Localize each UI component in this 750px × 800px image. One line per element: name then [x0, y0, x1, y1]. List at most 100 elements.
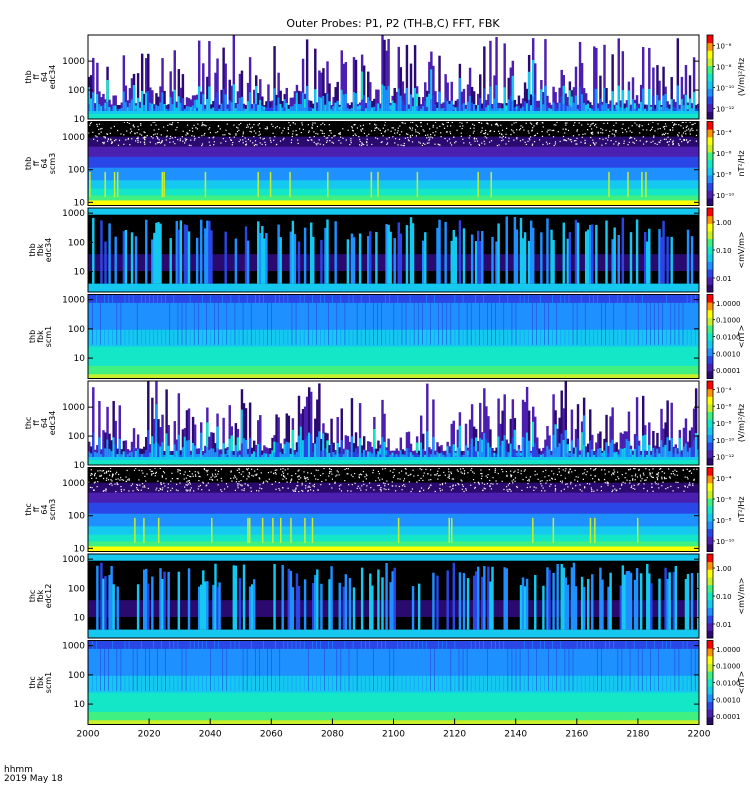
panel-frame	[87, 380, 700, 466]
y-tick-label: 1000	[62, 57, 85, 67]
colorbar-tick-label: 10⁻⁶	[716, 150, 732, 158]
y-axis-label: thcff64scm3	[24, 499, 57, 520]
colorbar-label: <mV/m>	[737, 577, 746, 614]
panel-frame	[87, 207, 700, 293]
colorbar-tick-label: 10⁻⁶	[716, 43, 732, 51]
colorbar-tick-label: 0.0001	[716, 367, 741, 375]
colorbar: 10⁻¹⁰ 10⁻⁸ 10⁻⁶ 10⁻⁴ nT²/Hz	[706, 121, 746, 206]
colorbar-label: nT²/Hz	[737, 150, 746, 176]
panel-thb-fbk-edc34: 10 100 1000 thbfbkedc34 0.01 0.10 1.00 <mV/m>	[28, 207, 746, 293]
colorbar-tick-label: 0.01	[716, 275, 732, 283]
spectrogram-image	[88, 554, 699, 638]
y-tick-label: 10	[74, 544, 86, 554]
colorbar: 0.0001 0.0010 0.0100 0.1000 1.0000 <nT>	[706, 294, 746, 379]
colorbar-tick-label: 10⁻¹⁰	[716, 85, 734, 93]
colorbar-tick-label: 10⁻¹²	[716, 454, 734, 462]
colorbar-tick-label: 0.10	[716, 247, 732, 255]
colorbar-label: <nT>	[737, 671, 746, 694]
x-tick-label: 2200	[688, 730, 711, 740]
colorbar-tick-label: 0.0100	[716, 680, 741, 688]
panel-frame	[87, 294, 700, 379]
panel-frame	[87, 553, 700, 639]
y-axis-label: thcfbkscm1	[28, 672, 53, 693]
colorbar-tick-label: 0.10	[716, 593, 732, 601]
colorbar: 10⁻¹⁰ 10⁻⁸ 10⁻⁶ 10⁻⁴ nT²/Hz	[706, 467, 746, 552]
colorbar-tick-label: 0.1000	[716, 317, 741, 325]
panel-thc-fbk-scm1: 10 100 1000 thcfbkscm1 0.0001 0.0010 0.0100 0.1…	[28, 640, 746, 725]
panel-frame	[87, 467, 700, 552]
y-tick-label: 1000	[62, 403, 85, 413]
x-tick-label: 2060	[260, 730, 283, 740]
y-tick-label: 10	[74, 268, 86, 278]
y-axis-label: thbfbkscm1	[28, 326, 53, 347]
colorbar-tick-label: 1.00	[716, 219, 732, 227]
colorbar-tick-label: 10⁻¹²	[716, 106, 734, 114]
spectrogram-image	[88, 467, 699, 552]
colorbar-tick-label: 10⁻⁴	[716, 129, 732, 137]
panel-frame	[87, 34, 700, 120]
x-tick-label: 2160	[565, 730, 588, 740]
panel-thc-ff-edc34: 101001000thcff64edc3410⁻¹²10⁻¹⁰10⁻⁸10⁻⁶1…	[24, 380, 746, 471]
panel-frame	[87, 121, 700, 206]
panel-thc-ff-scm3: 10 100 1000 thcff64scm3 10⁻¹⁰ 10⁻⁸ 10⁻⁶ 10⁻⁴ nT²…	[24, 467, 746, 554]
colorbar-label: (V/m)²/Hz	[737, 404, 746, 442]
y-tick-label: 100	[68, 86, 85, 96]
x-tick-label: 2120	[443, 730, 466, 740]
colorbar-label: (V/m)²/Hz	[737, 58, 746, 96]
spectrogram-image	[88, 35, 699, 119]
x-tick-label: 2100	[382, 730, 405, 740]
colorbar-tick-label: 10⁻⁸	[716, 517, 732, 525]
y-axis-label: thbff64scm3	[24, 153, 57, 174]
y-tick-label: 10	[74, 198, 86, 208]
y-tick-label: 1000	[62, 133, 85, 143]
y-tick-label: 100	[68, 166, 85, 176]
y-tick-label: 1000	[62, 209, 85, 219]
colorbar-tick-label: 0.0100	[716, 334, 741, 342]
colorbar-tick-label: 10⁻¹⁰	[716, 538, 734, 546]
colorbar-tick-label: 10⁻¹⁰	[716, 437, 734, 445]
y-axis-label: thbfbkedc34	[28, 238, 53, 263]
colorbar-tick-label: 1.00	[716, 565, 732, 573]
x-tick-label: 2140	[504, 730, 527, 740]
spectrogram-image	[88, 208, 699, 292]
y-tick-label: 1000	[62, 479, 85, 489]
chart-title: Outer Probes: P1, P2 (TH-B,C) FFT, FBK	[286, 17, 500, 30]
colorbar-tick-label: 0.01	[716, 621, 732, 629]
panel-thb-ff-scm3: 10 100 1000 thbff64scm3 10⁻¹⁰ 10⁻⁸ 10⁻⁶ 10⁻⁴ nT²…	[24, 121, 746, 208]
x-tick-label: 2180	[626, 730, 649, 740]
y-tick-label: 1000	[62, 642, 85, 652]
y-tick-label: 10	[74, 614, 86, 624]
y-tick-label: 10	[74, 700, 86, 710]
panel-thb-ff-edc34: 10 100 1000 thbff64edc34 10⁻¹² 10⁻¹⁰ 10⁻⁸ 10⁻⁶ (…	[24, 34, 746, 125]
y-tick-label: 1000	[62, 296, 85, 306]
colorbar-label: nT²/Hz	[737, 496, 746, 522]
x-axis: 2000 2020 2040 2060 2080 2100 2120 2140 2160 2180…	[77, 718, 711, 740]
colorbar-tick-label: 10⁻¹⁰	[716, 192, 734, 200]
y-tick-label: 10	[74, 115, 86, 125]
colorbar-tick-label: 1.0000	[716, 300, 741, 308]
colorbar: 10⁻¹² 10⁻¹⁰ 10⁻⁸ 10⁻⁶ (V/m)²/Hz	[706, 34, 746, 120]
colorbar-tick-label: 10⁻⁸	[716, 420, 732, 428]
y-tick-label: 100	[68, 238, 85, 248]
spectrogram-image	[88, 640, 699, 725]
colorbar: 0.01 0.10 1.00 <mV/m>	[706, 207, 746, 293]
colorbar-tick-label: 0.0001	[716, 713, 741, 721]
colorbar-tick-label: 10⁻⁶	[716, 403, 732, 411]
x-axis-date: 2019 May 18	[4, 774, 63, 784]
colorbar: 10⁻¹² 10⁻¹⁰ 10⁻⁸ 10⁻⁶ 10⁻⁴ (V/m)²/Hz	[706, 380, 746, 466]
x-tick-label: 2080	[321, 730, 344, 740]
panel-thb-fbk-scm1: 10 100 1000 thbfbkscm1 0.0001 0.0010 0.0100 0.1…	[28, 294, 746, 379]
colorbar-tick-label: 10⁻⁸	[716, 171, 732, 179]
colorbar-tick-label: 10⁻⁴	[716, 475, 732, 483]
y-tick-label: 100	[68, 512, 85, 522]
y-tick-label: 1000	[62, 555, 85, 565]
colorbar: 0.0001 0.0010 0.0100 0.1000 1.0000 <nT>	[706, 640, 746, 725]
y-axis-label: thcff64edc34	[24, 411, 57, 436]
y-tick-label: 10	[74, 461, 86, 471]
y-tick-label: 10	[74, 354, 86, 364]
x-tick-label: 2000	[77, 730, 100, 740]
colorbar-tick-label: 10⁻⁶	[716, 496, 732, 504]
panel-thc-fbk-edc12: 10 100 1000 thcfbkedc12 0.01 0.10 1.00 <mV/m>	[28, 553, 746, 639]
colorbar-label: <nT>	[737, 325, 746, 348]
